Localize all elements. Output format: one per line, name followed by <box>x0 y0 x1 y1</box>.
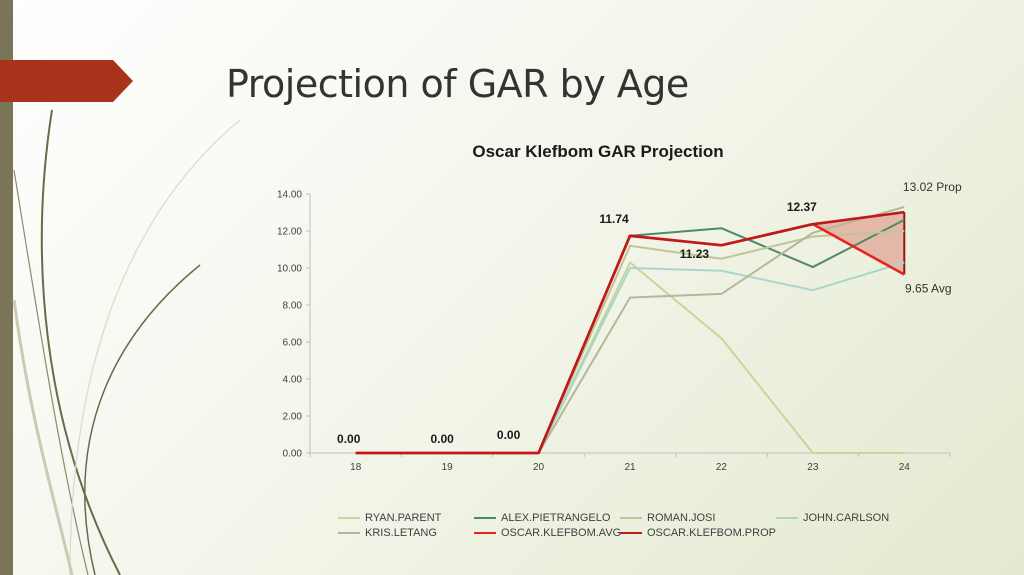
y-tick-label: 12.00 <box>277 227 302 238</box>
legend-label: OSCAR.KLEFBOM.AVG <box>501 527 622 539</box>
legend-label: ROMAN.JOSI <box>647 512 716 524</box>
series-line-kris-letang <box>355 205 905 454</box>
y-tick-label: 0.00 <box>283 449 303 460</box>
x-tick-label: 20 <box>533 462 545 473</box>
x-tick-label: 21 <box>624 462 636 473</box>
y-tick-label: 14.00 <box>277 190 302 201</box>
series-line-ryan-parent <box>355 261 905 454</box>
legend-label: KRIS.LETANG <box>365 527 437 539</box>
legend-swatch <box>620 517 642 519</box>
y-tick-label: 8.00 <box>283 301 303 312</box>
legend-label: ALEX.PIETRANGELO <box>501 512 611 524</box>
y-tick-label: 10.00 <box>277 264 302 275</box>
data-label: 11.74 <box>599 212 629 226</box>
chart-data-labels: 0.00 0.00 0.00 11.74 11.23 12.37 13.02 Prop 9.6… <box>337 180 962 446</box>
series-line-alex-pietrangelo <box>355 219 905 454</box>
legend-swatch <box>474 532 496 534</box>
chart-series <box>355 205 905 455</box>
x-tick-label: 18 <box>350 462 362 473</box>
legend-label: RYAN.PARENT <box>365 512 442 524</box>
legend-swatch <box>620 532 642 534</box>
x-tick-label: 19 <box>442 462 454 473</box>
series-line-john-carlson <box>355 261 905 454</box>
x-tick-label: 23 <box>807 462 819 473</box>
annotation-label: 13.02 Prop <box>903 180 962 194</box>
series-line-oscar-klefbom-prop <box>355 210 905 455</box>
x-tick-label: 22 <box>716 462 728 473</box>
legend-entry: OSCAR.KLEFBOM.PROP <box>620 527 776 539</box>
data-label: 11.23 <box>680 247 710 261</box>
legend-entry: JOHN.CARLSON <box>776 512 889 524</box>
legend-entry: KRIS.LETANG <box>338 527 437 539</box>
y-tick-label: 4.00 <box>283 375 303 386</box>
chart-title: Oscar Klefbom GAR Projection <box>472 142 723 161</box>
legend-label: OSCAR.KLEFBOM.PROP <box>647 527 776 539</box>
legend-swatch <box>474 517 496 519</box>
legend-swatch <box>338 532 360 534</box>
legend-swatch <box>776 517 798 519</box>
legend-swatch <box>338 517 360 519</box>
legend-entry: ALEX.PIETRANGELO <box>474 512 610 524</box>
x-tick-label: 24 <box>899 462 911 473</box>
data-label: 0.00 <box>430 432 454 446</box>
y-tick-label: 6.00 <box>283 338 303 349</box>
legend-entry: ROMAN.JOSI <box>620 512 715 524</box>
title-accent-tab <box>0 60 133 102</box>
slide-title: Projection of GAR by Age <box>226 62 689 106</box>
annotation-label: 9.65 Avg <box>905 281 952 295</box>
legend-entry: OSCAR.KLEFBOM.AVG <box>474 527 621 539</box>
y-tick-label: 2.00 <box>283 412 303 423</box>
data-label: 12.37 <box>787 200 817 214</box>
data-label: 0.00 <box>497 428 521 442</box>
series-line-oscar-klefbom-avg <box>355 222 905 455</box>
decorative-curves <box>12 109 241 575</box>
legend-entry: RYAN.PARENT <box>338 512 441 524</box>
left-accent-strip <box>0 0 13 575</box>
data-label: 0.00 <box>337 432 361 446</box>
legend-label: JOHN.CARLSON <box>803 512 890 524</box>
